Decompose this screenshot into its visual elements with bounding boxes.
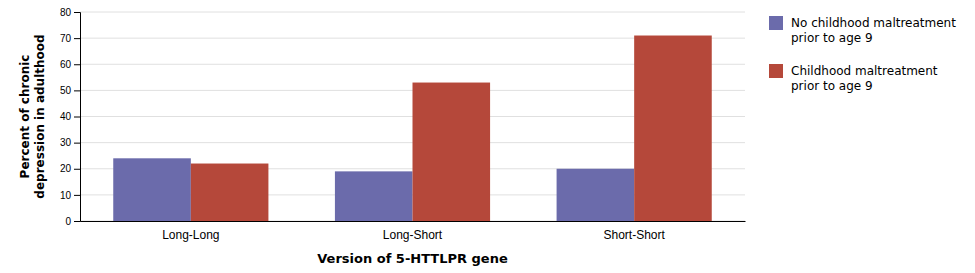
x-tick-label: Long-Long [162, 228, 219, 242]
y-tick: 70 [60, 33, 80, 44]
x-tick: Long-Long [162, 228, 219, 242]
y-tick-mark [74, 64, 80, 65]
bar-series [113, 158, 634, 221]
legend-label: Childhood maltreatmentprior to age 9 [791, 64, 938, 93]
y-tick-mark [74, 117, 80, 118]
y-tick-label: 0 [65, 216, 71, 227]
text-line: No childhood maltreatment [791, 16, 956, 30]
text-line: Percent of chronic [18, 55, 32, 179]
y-tick-label: 50 [60, 85, 72, 96]
x-tick-label: Short-Short [603, 228, 665, 242]
y-axis-line [74, 13, 81, 222]
y-tick-label: 70 [60, 33, 72, 44]
y-tick-mark [74, 195, 80, 196]
x-axis: Long-Long Long-Short Short-Short [81, 222, 746, 242]
x-tick: Short-Short [603, 228, 665, 242]
y-tick-label: 80 [60, 7, 72, 18]
x-axis-line [81, 221, 746, 222]
y-tick-label: 10 [60, 190, 72, 201]
legend-swatch [769, 16, 783, 30]
y-tick-label: 30 [60, 137, 72, 148]
y-tick: 0 [65, 216, 80, 227]
bars [113, 36, 712, 221]
grid [80, 12, 745, 221]
y-tick: 30 [60, 137, 80, 148]
bar [557, 169, 635, 221]
y-tick: 50 [60, 85, 80, 96]
x-tick-label: Long-Short [383, 228, 443, 242]
y-tick-mark [74, 12, 80, 13]
y-tick-label: 60 [60, 59, 72, 70]
bar [413, 83, 491, 221]
legend-item: No childhood maltreatmentprior to age 9 [769, 16, 956, 45]
legend-item: Childhood maltreatmentprior to age 9 [769, 64, 938, 93]
bar-series [191, 36, 712, 221]
legend-swatch [769, 64, 783, 78]
y-tick-mark [74, 221, 80, 222]
chart: 0 10 20 30 40 50 60 70 80 Long-Long Long-Short Shor… [0, 0, 975, 273]
y-tick-mark [74, 169, 80, 170]
y-tick: 10 [60, 190, 80, 201]
y-axis: 0 10 20 30 40 50 60 70 80 [60, 7, 81, 227]
y-tick-mark [74, 143, 80, 144]
plot: 0 10 20 30 40 50 60 70 80 Long-Long Long-Short Shor… [18, 7, 746, 266]
y-tick: 20 [60, 163, 80, 174]
y-tick: 80 [60, 7, 80, 18]
y-tick-label: 40 [60, 111, 72, 122]
y-tick: 60 [60, 59, 80, 70]
x-axis-title: Version of 5-HTTLPR gene [317, 251, 508, 266]
bar [191, 164, 269, 221]
y-tick-mark [74, 38, 80, 39]
legend-label: No childhood maltreatmentprior to age 9 [791, 16, 956, 45]
x-tick: Long-Short [383, 228, 443, 242]
text-line: Childhood maltreatment [791, 64, 938, 78]
bar [113, 158, 191, 221]
bar [634, 36, 712, 221]
y-tick-mark [74, 90, 80, 91]
y-tick: 40 [60, 111, 80, 122]
text-line: prior to age 9 [791, 31, 873, 45]
legend: No childhood maltreatmentprior to age 9C… [769, 16, 956, 93]
text-line: prior to age 9 [791, 79, 873, 93]
y-tick-label: 20 [60, 163, 72, 174]
text-line: depression in adulthood [33, 34, 47, 198]
y-axis-title: Percent of chronicdepression in adulthoo… [18, 34, 47, 198]
grid-line [80, 12, 745, 13]
bar [335, 171, 413, 221]
